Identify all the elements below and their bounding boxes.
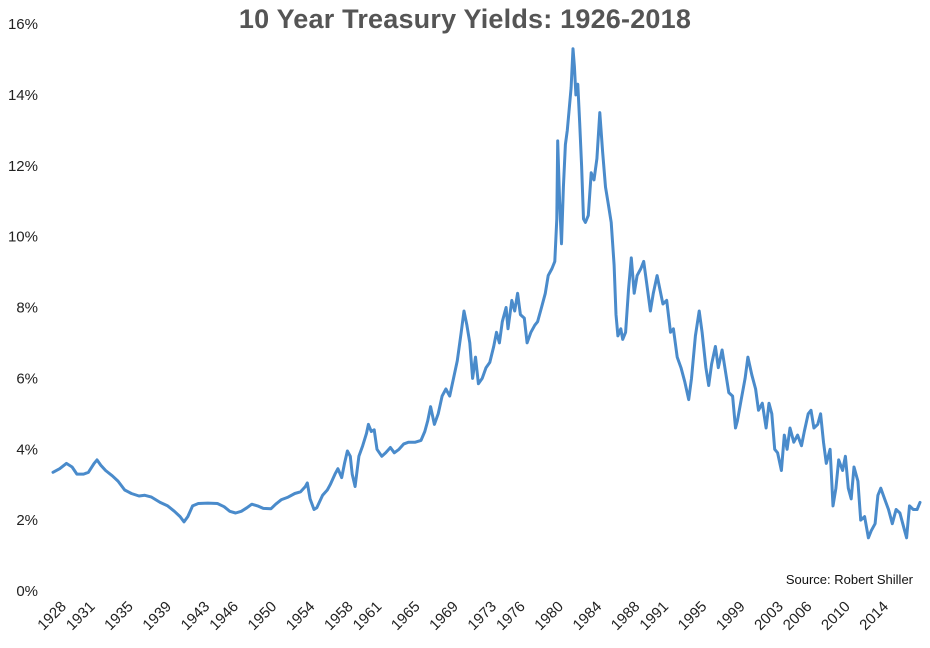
x-tick-label: 1931 <box>63 598 99 634</box>
x-tick-label: 1954 <box>283 598 319 634</box>
x-tick-label: 1976 <box>493 598 529 634</box>
series-line <box>51 47 922 540</box>
y-tick-label: 4% <box>16 441 38 458</box>
x-tick-label: 1980 <box>531 598 567 634</box>
x-tick-label: 1965 <box>388 598 424 634</box>
x-tick-label: 2003 <box>751 598 787 634</box>
x-tick-label: 1961 <box>350 598 386 634</box>
source-annotation: Source: Robert Shiller <box>786 572 914 587</box>
x-tick-label: 1946 <box>206 598 242 634</box>
y-tick-label: 10% <box>8 229 38 246</box>
y-tick-label: 2% <box>16 512 38 529</box>
x-tick-label: 1935 <box>101 598 137 634</box>
chart-title: 10 Year Treasury Yields: 1926-2018 <box>238 4 692 34</box>
x-tick-label: 2010 <box>818 598 854 634</box>
x-tick-label: 1969 <box>426 598 462 634</box>
x-tick-label: 1958 <box>321 598 357 634</box>
y-tick-label: 0% <box>16 583 38 600</box>
y-axis: 0% 2% 4% 6% 8% 10% 12% 14% 16% <box>8 16 38 600</box>
x-tick-label: 1928 <box>34 598 70 634</box>
y-tick-label: 6% <box>16 370 38 387</box>
x-tick-label: 1984 <box>570 598 606 634</box>
x-tick-label: 2014 <box>856 598 892 634</box>
x-tick-label: 1939 <box>139 598 175 634</box>
x-tick-label: 1991 <box>636 598 672 634</box>
x-tick-label: 2006 <box>780 598 816 634</box>
x-tick-label: 1950 <box>245 598 281 634</box>
y-tick-label: 16% <box>8 16 38 33</box>
x-tick-label: 1988 <box>608 598 644 634</box>
x-tick-label: 1973 <box>464 598 500 634</box>
plot-area <box>51 47 922 540</box>
x-tick-label: 1995 <box>675 598 711 634</box>
y-tick-label: 12% <box>8 158 38 175</box>
x-tick-label: 1943 <box>178 598 214 634</box>
y-tick-label: 8% <box>16 300 38 317</box>
y-tick-label: 14% <box>8 87 38 104</box>
x-tick-label: 1999 <box>713 598 749 634</box>
